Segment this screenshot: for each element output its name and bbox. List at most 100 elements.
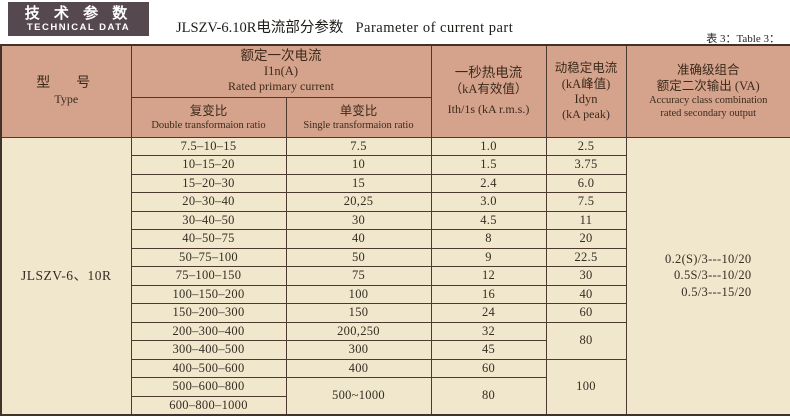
table-row: 40–50–75 40 8 20 [1,229,790,249]
header-type: 型 号 Type [0,44,132,138]
cell-double-ratio: 30–40–50 [130,210,287,230]
table-body: JLSZV-6、10R 7.5–10–15 7.5 1.0 2.5 0.2(S)… [0,136,790,416]
cell-dynamic: 11 [545,210,627,230]
header-accuracy-en2: rated secondary output [660,108,757,120]
page-title: JLSZV-6.10R电流部分参数 Parameter of current pa… [176,16,513,37]
cell-single-ratio: 20,25 [285,192,432,212]
current-parameters-table: 型 号 Type 额定一次电流 I1n(A) Rated primary cur… [0,44,790,416]
header-row-1: 型 号 Type 额定一次电流 I1n(A) Rated primary cur… [0,44,790,138]
table-number-label: 表 3：Table 3： [706,33,780,45]
cell-thermal: 8 [430,229,547,249]
cell-thermal: 80 [430,377,547,416]
accuracy-line: 0.5S/3---10/20 [673,268,752,282]
page-title-en: Parameter of current part [355,20,514,36]
table-row: 600–800–1000 [1,395,790,416]
header-accuracy-en1: Accuracy class combination [649,95,768,107]
cell-thermal: 24 [430,303,547,323]
cell-dynamic: 7.5 [545,192,627,212]
badge-title-en: TECHNICAL DATA [26,22,131,33]
accuracy-line: 0.2(S)/3---10/20 [665,251,752,266]
table-row: 500–600–800 500~1000 80 [1,377,790,416]
cell-single-ratio: 200,250 [285,321,432,341]
cell-thermal: 45 [430,340,547,360]
table-row: 150–200–300 150 24 60 [1,303,790,323]
header-primary-en: Rated primary current [228,79,334,94]
cell-thermal: 16 [430,284,547,304]
cell-single-ratio: 30 [285,210,432,230]
cell-double-ratio: 20–30–40 [130,192,287,212]
table-row: JLSZV-6、10R 7.5–10–15 7.5 1.0 2.5 0.2(S)… [0,136,790,416]
header-thermal-en: Ith/1s (kA r.m.s.) [447,102,530,117]
cell-dynamic: 80 [545,321,627,360]
header-double-en: Double transformaion ratio [151,119,266,131]
cell-double-ratio: 75–100–150 [130,266,287,286]
header-thermal-zh: 一秒热电流 [454,65,523,81]
table-row: 75–100–150 75 12 30 [1,266,790,286]
cell-dynamic: 20 [545,229,627,249]
cell-double-ratio: 15–20–30 [130,173,287,193]
header-single-zh: 单变比 [339,103,378,118]
cell-single-ratio: 50 [285,247,432,267]
header-dynamic-en: (kA peak) [562,107,610,122]
cell-thermal: 9 [430,247,547,267]
cell-thermal: 12 [430,266,547,286]
cell-double-ratio: 40–50–75 [130,229,287,249]
cell-thermal: 1.0 [430,136,547,156]
cell-thermal: 3.0 [430,192,547,212]
cell-double-ratio: 50–75–100 [130,247,287,267]
header-accuracy-zh2: 额定二次输出 (VA) [656,79,760,94]
cell-single-ratio: 100 [285,284,432,304]
cell-accuracy-combination: 0.2(S)/3---10/20 0.5S/3---10/20 0.5/3---… [625,136,790,416]
cell-single-ratio: 500~1000 [285,377,432,416]
header-type-zh: 型 号 [36,75,97,91]
cell-thermal: 2.4 [430,173,547,193]
header-accuracy-class: 准确级组合 额定二次输出 (VA) Accuracy class combina… [625,44,790,138]
header-single-ratio: 单变比 Single transformaion ratio [285,96,432,138]
cell-double-ratio: 150–200–300 [130,303,287,323]
header-thermal-current: 一秒热电流 （kA有效值） Ith/1s (kA r.m.s.) [430,44,547,138]
table-row: 300–400–500 300 45 [1,340,790,360]
header-dynamic-current: 动稳定电流 (kA峰值) Idyn (kA peak) [545,44,627,138]
cell-type-value: JLSZV-6、10R [0,136,132,416]
cell-single-ratio: 150 [285,303,432,323]
cell-double-ratio: 600–800–1000 [130,395,287,416]
header-dynamic-symbol: Idyn [574,92,598,107]
header-double-ratio: 复变比 Double transformaion ratio [130,96,287,138]
header-primary-zh: 额定一次电流 [240,48,322,64]
cell-double-ratio: 10–15–20 [130,155,287,175]
badge-title-zh: 技 术 参 数 [24,5,133,22]
cell-double-ratio: 200–300–400 [130,321,287,341]
cell-single-ratio: 400 [285,358,432,378]
cell-single-ratio: 75 [285,266,432,286]
cell-dynamic: 30 [545,266,627,286]
table-header: 型 号 Type 额定一次电流 I1n(A) Rated primary cur… [0,44,790,138]
cell-thermal: 4.5 [430,210,547,230]
header-dynamic-zh2: (kA峰值) [561,77,611,92]
cell-single-ratio: 300 [285,340,432,360]
header-accuracy-zh: 准确级组合 [676,63,740,78]
header-row-2: 复变比 Double transformaion ratio 单变比 Singl… [1,96,790,138]
accuracy-line: 0.5/3---15/20 [681,284,752,299]
cell-dynamic: 100 [545,358,627,416]
cell-double-ratio: 400–500–600 [130,358,287,378]
table-row: 20–30–40 20,25 3.0 7.5 [1,192,790,212]
cell-single-ratio: 40 [285,229,432,249]
cell-double-ratio: 300–400–500 [130,340,287,360]
table-row: 200–300–400 200,250 32 80 [1,321,790,360]
table-row: 10–15–20 10 1.5 3.75 [1,155,790,175]
table-row: 30–40–50 30 4.5 11 [1,210,790,230]
header-rated-primary-current: 额定一次电流 I1n(A) Rated primary current [130,44,432,98]
cell-double-ratio: 7.5–10–15 [130,136,287,156]
cell-thermal: 32 [430,321,547,341]
accuracy-lines: 0.2(S)/3---10/20 0.5S/3---10/20 0.5/3---… [665,251,751,301]
table-row: 50–75–100 50 9 22.5 [1,247,790,267]
cell-thermal: 60 [430,358,547,378]
header-primary-symbol: I1n(A) [263,64,298,79]
header-double-zh: 复变比 [189,103,228,118]
cell-dynamic: 2.5 [545,136,627,156]
header-type-en: Type [54,91,79,106]
table-row: 15–20–30 15 2.4 6.0 [1,173,790,193]
header-single-en: Single transformaion ratio [303,119,414,131]
header-dynamic-zh: 动稳定电流 [554,61,618,76]
cell-dynamic: 3.75 [545,155,627,175]
